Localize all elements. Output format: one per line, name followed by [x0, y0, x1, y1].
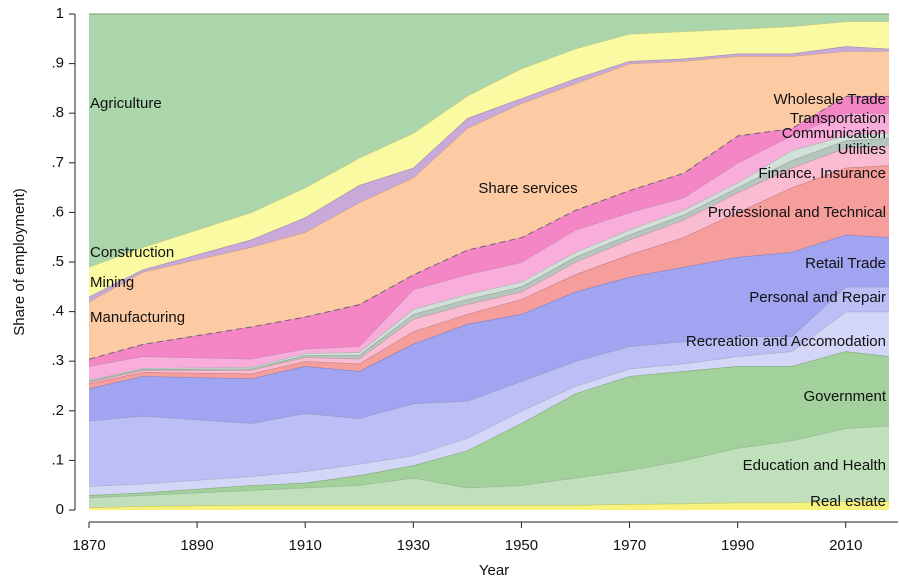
series-label: Mining [90, 274, 134, 291]
plot-area [88, 13, 890, 510]
y-tick-label: .1 [51, 451, 64, 468]
x-axis-title: Year [479, 562, 509, 579]
series-label: Wholesale Trade [773, 91, 886, 108]
series-label: Professional and Technical [708, 204, 886, 221]
y-tick-label: 1 [56, 5, 64, 22]
area [89, 95, 889, 367]
labels: Real estate Education and Health Governmen… [90, 91, 887, 510]
annotation: Share services [478, 180, 577, 197]
area [89, 145, 889, 384]
y-tick-label: .3 [51, 352, 64, 369]
series-label: Real estate [810, 493, 886, 510]
x-tick-label: 1970 [613, 537, 646, 554]
series-label: Personal and Repair [749, 289, 886, 306]
series-label: Transportation [790, 110, 886, 127]
area [89, 21, 889, 297]
series-label: Communication [782, 125, 886, 142]
y-tick-label: 0 [56, 501, 64, 518]
series-label: Manufacturing [90, 309, 185, 326]
series-label: Finance, Insurance [758, 165, 886, 182]
y-tick-label: .6 [51, 203, 64, 220]
series-label: Education and Health [743, 457, 886, 474]
y-tick-label: .5 [51, 253, 64, 270]
y-tick-label: .2 [51, 402, 64, 419]
series-label: Retail Trade [805, 255, 886, 272]
area [89, 113, 889, 381]
y-tick-label: .4 [51, 303, 64, 320]
x-tick-label: 1950 [505, 537, 538, 554]
x-tick-label: 1910 [289, 537, 322, 554]
x-tick-label: 1990 [721, 537, 754, 554]
area [89, 234, 889, 424]
series-label: Government [803, 388, 886, 405]
x-tick-label: 1890 [180, 537, 213, 554]
area [89, 51, 889, 359]
series-label: Utilities [838, 141, 886, 158]
area [89, 165, 889, 389]
area [89, 286, 889, 487]
area [89, 425, 889, 508]
area [89, 351, 889, 498]
area [89, 14, 889, 267]
y-axis-title: Share of employment) [11, 188, 28, 336]
series-label: Recreation and Accomodation [686, 333, 886, 350]
series-label: Agriculture [90, 95, 162, 112]
y-tick-label: .7 [51, 154, 64, 171]
x-tick-label: 1870 [72, 537, 105, 554]
x-tick-label: 1930 [397, 537, 430, 554]
x-tick-label: 2010 [829, 537, 862, 554]
y-tick-label: .8 [51, 104, 64, 121]
y-tick-label: .9 [51, 55, 64, 72]
series-label: Construction [90, 244, 174, 261]
